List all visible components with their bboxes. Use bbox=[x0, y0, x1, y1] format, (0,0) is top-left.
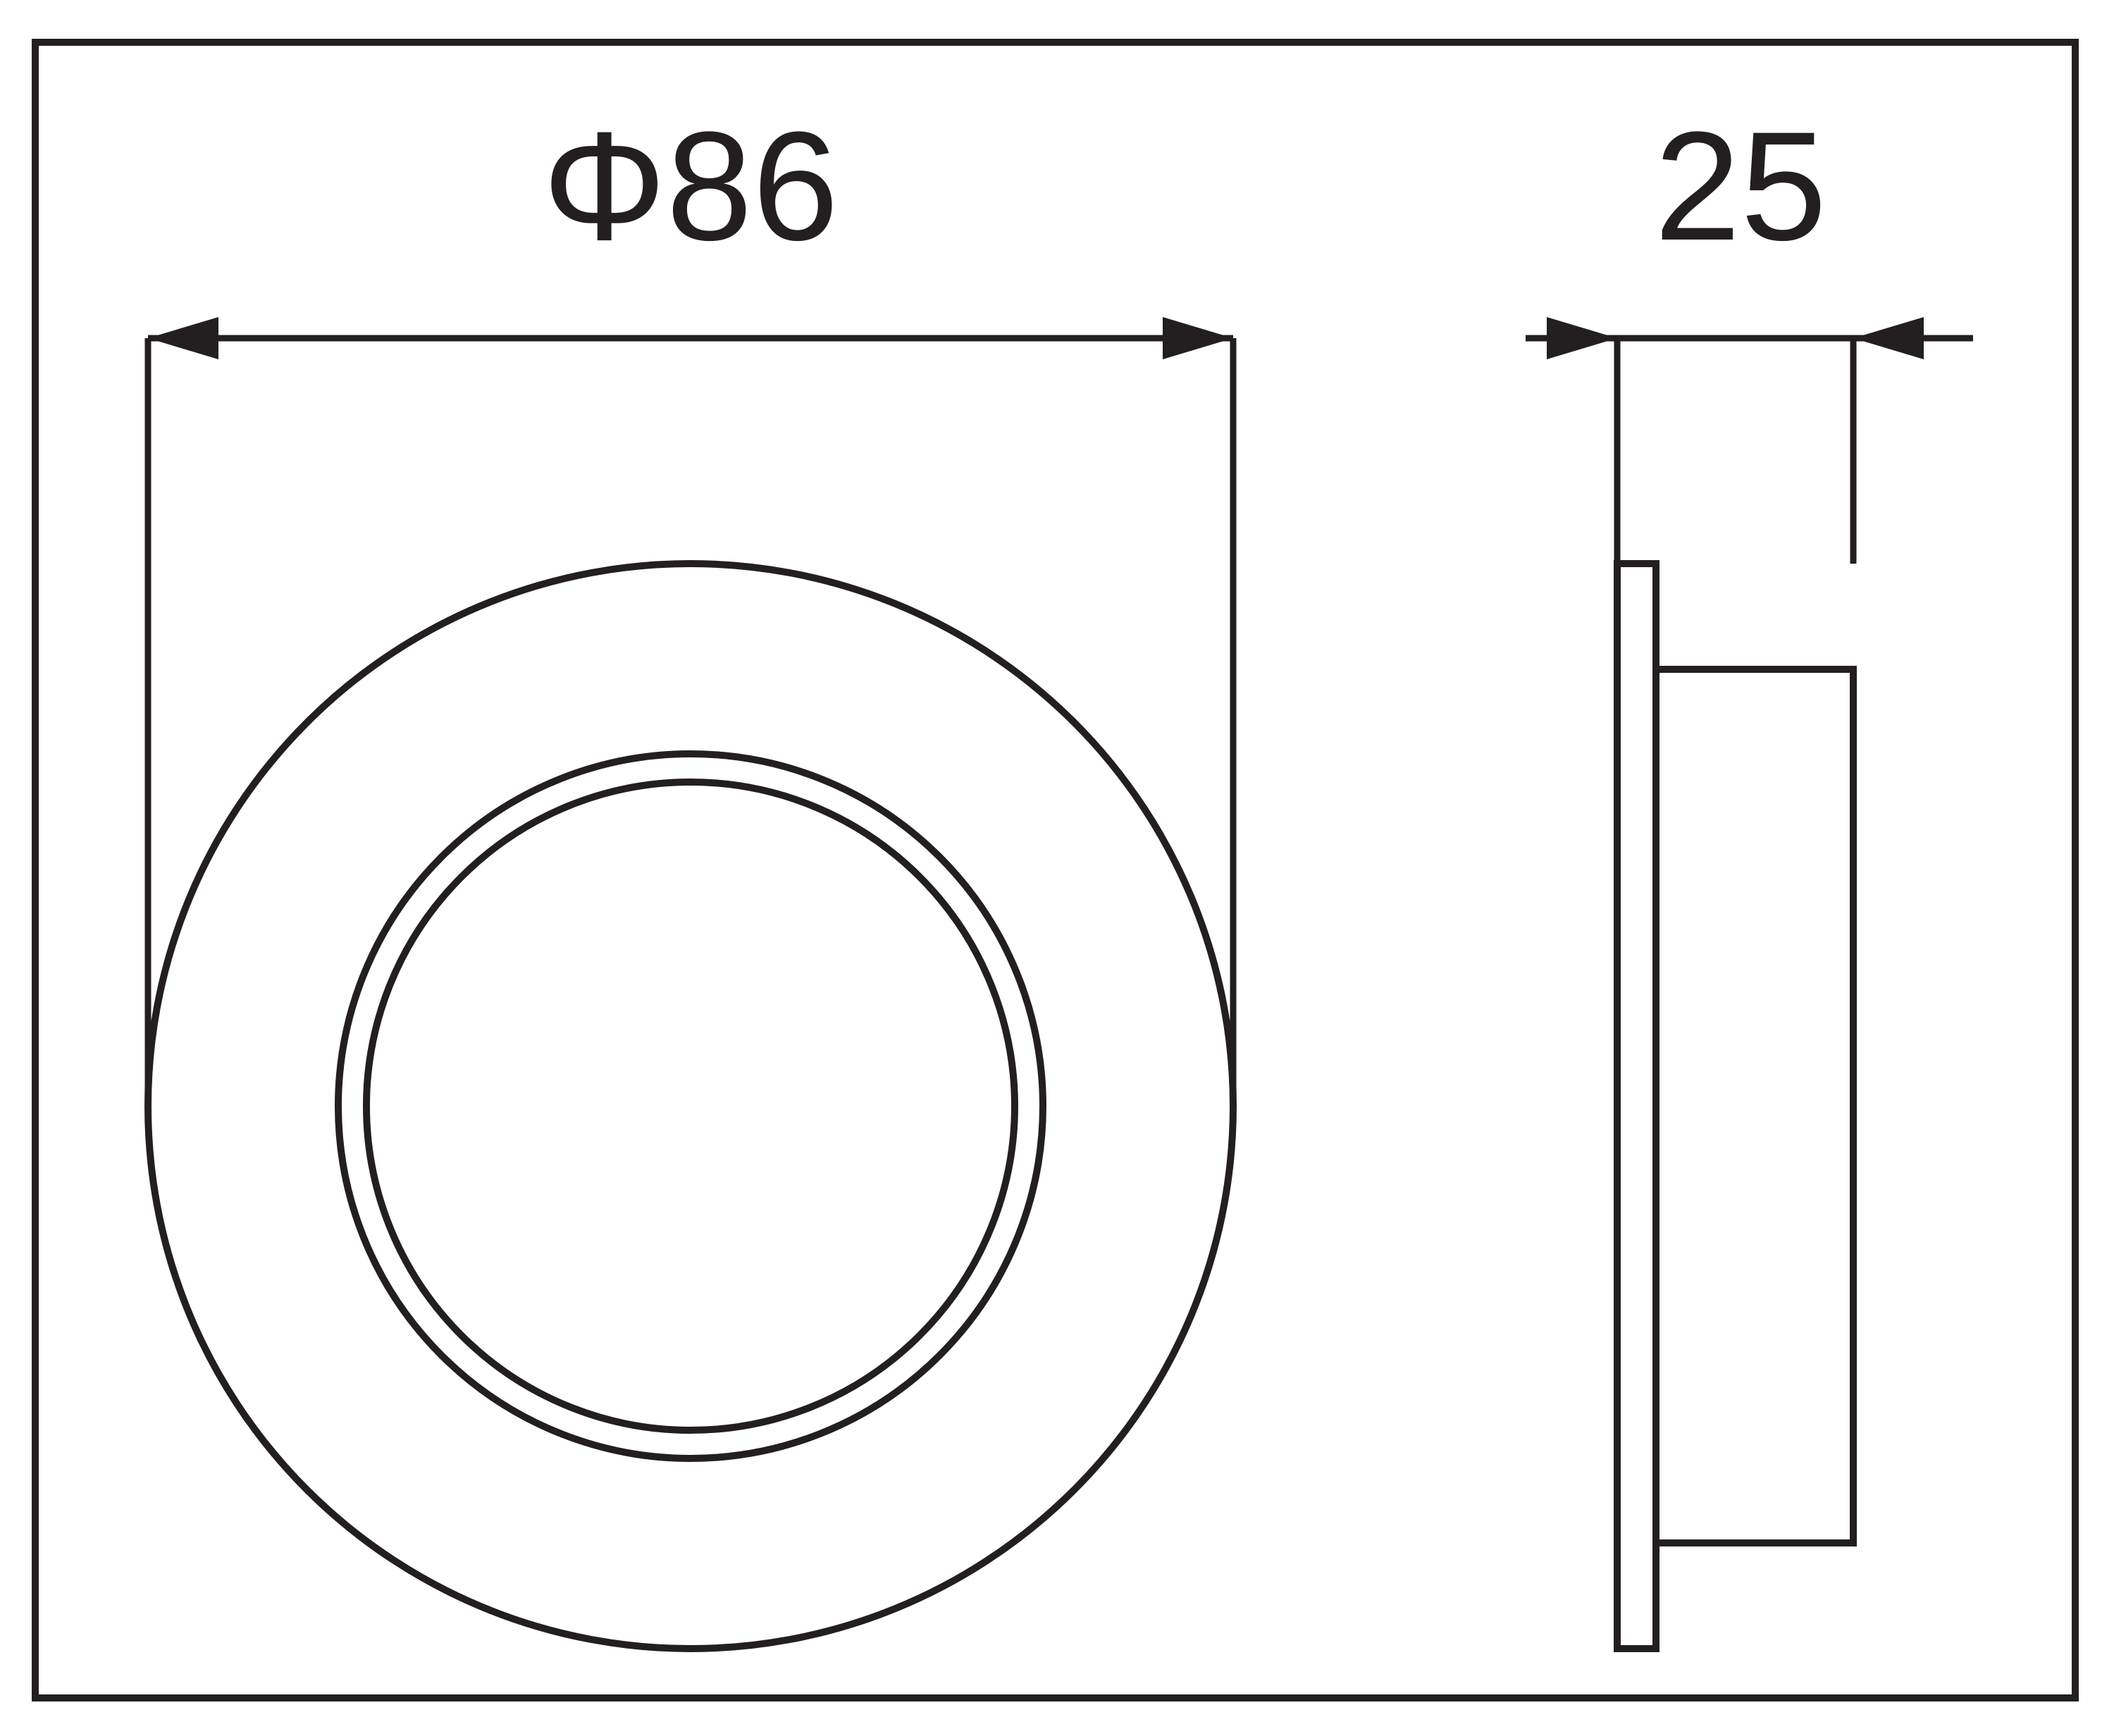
side-view-flange bbox=[1617, 564, 1656, 1649]
dim-diameter-label: Φ86 bbox=[543, 99, 839, 273]
side-view-body bbox=[1656, 669, 1853, 1543]
dim-depth-label: 25 bbox=[1655, 99, 1827, 273]
